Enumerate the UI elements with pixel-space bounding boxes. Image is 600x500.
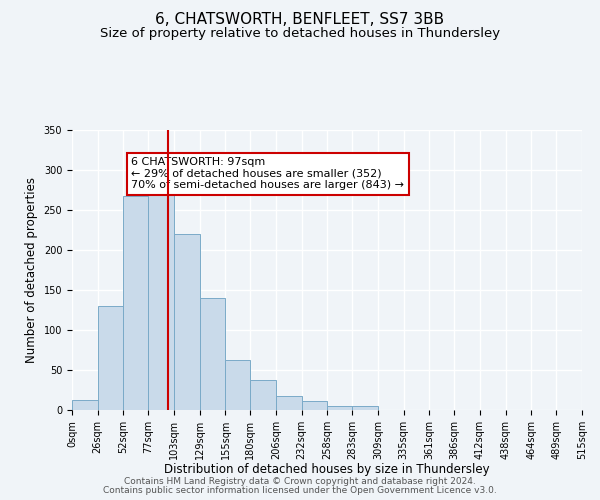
X-axis label: Distribution of detached houses by size in Thundersley: Distribution of detached houses by size … <box>164 464 490 476</box>
Y-axis label: Number of detached properties: Number of detached properties <box>25 177 38 363</box>
Bar <box>226 360 250 410</box>
Bar <box>148 180 174 410</box>
Bar <box>200 298 226 410</box>
Text: 6, CHATSWORTH, BENFLEET, SS7 3BB: 6, CHATSWORTH, BENFLEET, SS7 3BB <box>155 12 445 28</box>
Bar <box>174 234 200 410</box>
Text: Size of property relative to detached houses in Thundersley: Size of property relative to detached ho… <box>100 28 500 40</box>
Bar <box>98 306 124 410</box>
Bar <box>124 196 148 410</box>
Bar <box>302 401 328 410</box>
Bar <box>276 396 302 410</box>
Text: 6 CHATSWORTH: 97sqm
← 29% of detached houses are smaller (352)
70% of semi-detac: 6 CHATSWORTH: 97sqm ← 29% of detached ho… <box>131 157 404 190</box>
Text: Contains public sector information licensed under the Open Government Licence v3: Contains public sector information licen… <box>103 486 497 495</box>
Bar <box>72 400 98 410</box>
Bar <box>250 380 276 410</box>
Text: Contains HM Land Registry data © Crown copyright and database right 2024.: Contains HM Land Registry data © Crown c… <box>124 477 476 486</box>
Bar <box>328 406 352 410</box>
Bar <box>352 406 378 410</box>
